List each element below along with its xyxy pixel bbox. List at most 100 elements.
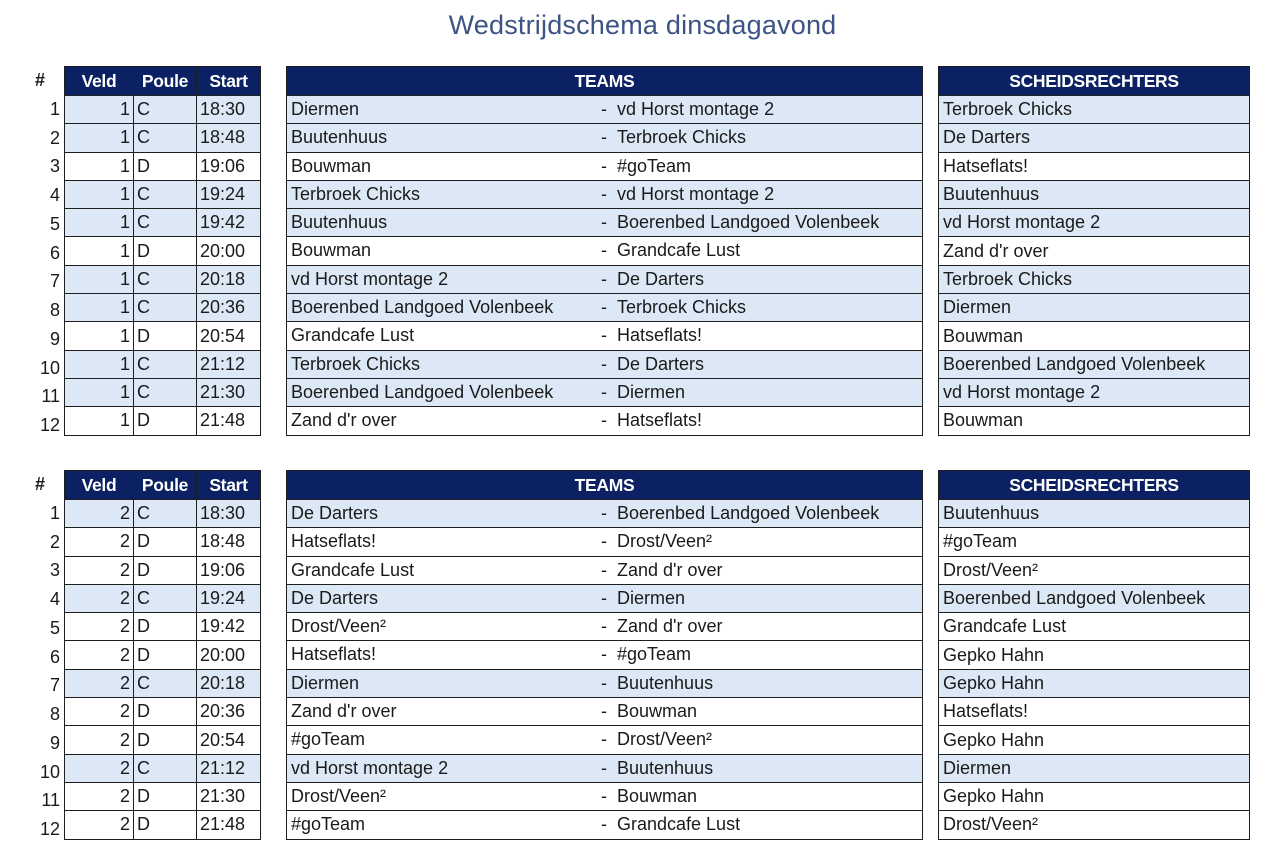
start-time-cell: 21:48 bbox=[196, 406, 261, 436]
poule-header: Poule bbox=[133, 66, 197, 96]
poule-cell: D bbox=[133, 697, 197, 727]
versus-separator: - bbox=[601, 297, 607, 318]
poule-header: Poule bbox=[133, 470, 197, 500]
row-number-column: # 1 2 3 4 5 6 7 8 9 10 11 12 bbox=[0, 66, 62, 440]
versus-separator: - bbox=[601, 757, 607, 778]
versus-separator: - bbox=[601, 587, 607, 608]
match-cell: De Darters - Diermen bbox=[286, 583, 923, 614]
veld-cell: 2 bbox=[64, 781, 134, 812]
home-team: Zand d'r over bbox=[291, 410, 397, 431]
veld-cell: 2 bbox=[64, 810, 134, 840]
versus-separator: - bbox=[601, 729, 607, 750]
versus-separator: - bbox=[601, 268, 607, 289]
match-info-table: Veld Poule Start 2 C 18:30 2 D 18:48 2 D 19:06 2 C… bbox=[64, 470, 261, 840]
referee-cell: Gepko Hahn bbox=[938, 725, 1250, 755]
table-row: 2 D 19:42 bbox=[64, 612, 261, 642]
veld-cell: 1 bbox=[64, 406, 134, 436]
row-number: 10 bbox=[39, 761, 60, 782]
home-team: Drost/Veen² bbox=[291, 785, 387, 806]
table-row: 2 D 20:00 bbox=[64, 640, 261, 670]
referee-cell: Zand d'r over bbox=[938, 236, 1250, 266]
away-team: Drost/Veen² bbox=[617, 729, 713, 750]
table-row: Diermen - vd Horst montage 2 bbox=[286, 94, 923, 125]
match-cell: Grandcafe Lust - Zand d'r over bbox=[286, 555, 923, 585]
table-row: 1 C 19:24 bbox=[64, 179, 261, 210]
table-row: Bouwman - Grandcafe Lust bbox=[286, 236, 923, 266]
table-row: Grandcafe Lust bbox=[938, 612, 1250, 642]
versus-separator: - bbox=[601, 240, 607, 261]
veld-cell: 1 bbox=[64, 94, 134, 125]
table-row: Gepko Hahn bbox=[938, 640, 1250, 670]
versus-separator: - bbox=[601, 127, 607, 148]
table-row: #goTeam bbox=[938, 527, 1250, 557]
away-team: #goTeam bbox=[617, 155, 692, 176]
veld-header: Veld bbox=[64, 470, 134, 500]
versus-separator: - bbox=[601, 559, 607, 580]
poule-cell: D bbox=[133, 236, 197, 266]
table-row: Boerenbed Landgoed Volenbeek - Terbroek Ch… bbox=[286, 293, 923, 323]
table-row: Grandcafe Lust - Hatseflats! bbox=[286, 321, 923, 351]
referee-cell: De Darters bbox=[938, 123, 1250, 153]
poule-cell: C bbox=[133, 94, 197, 125]
row-number: 6 bbox=[49, 646, 60, 667]
row-number: 7 bbox=[49, 271, 60, 292]
referees-header: SCHEIDSRECHTERS bbox=[938, 470, 1250, 500]
poule-cell: C bbox=[133, 123, 197, 153]
veld-cell: 1 bbox=[64, 236, 134, 266]
versus-separator: - bbox=[601, 814, 607, 835]
table-row: Zand d'r over - Bouwman bbox=[286, 697, 923, 727]
referee-cell: Gepko Hahn bbox=[938, 668, 1250, 699]
table-row: Buutenhuus bbox=[938, 179, 1250, 210]
versus-separator: - bbox=[601, 503, 607, 523]
table-row: Bouwman bbox=[938, 321, 1250, 351]
table-row: 2 D 21:30 bbox=[64, 781, 261, 812]
row-number: 4 bbox=[49, 589, 60, 609]
home-team: Grandcafe Lust bbox=[291, 325, 415, 346]
table-row: #goTeam - Grandcafe Lust bbox=[286, 810, 923, 840]
match-cell: Hatseflats! - Drost/Veen² bbox=[286, 527, 923, 557]
match-info-table: Veld Poule Start 1 C 18:30 1 C 18:48 1 D 19:06 1 C… bbox=[64, 66, 261, 436]
away-team: Drost/Veen² bbox=[617, 531, 713, 552]
referee-cell: Drost/Veen² bbox=[938, 555, 1250, 585]
match-cell: De Darters - Boerenbed Landgoed Volenbeek bbox=[286, 498, 923, 529]
table-row: Buutenhuus - Boerenbed Landgoed Volenbeek bbox=[286, 208, 923, 238]
versus-separator: - bbox=[601, 644, 607, 665]
home-team: Zand d'r over bbox=[291, 701, 397, 722]
match-cell: Drost/Veen² - Zand d'r over bbox=[286, 612, 923, 642]
row-number: 7 bbox=[49, 675, 60, 696]
match-cell: Terbroek Chicks - vd Horst montage 2 bbox=[286, 179, 923, 210]
match-cell: vd Horst montage 2 - Buutenhuus bbox=[286, 753, 923, 783]
veld-cell: 2 bbox=[64, 527, 134, 557]
away-team: vd Horst montage 2 bbox=[617, 183, 775, 204]
poule-cell: C bbox=[133, 208, 197, 238]
away-team: Grandcafe Lust bbox=[617, 814, 741, 835]
row-number: 11 bbox=[41, 386, 60, 407]
table-row: Hatseflats! - #goTeam bbox=[286, 640, 923, 670]
referee-cell: Bouwman bbox=[938, 406, 1250, 436]
poule-cell: C bbox=[133, 668, 197, 699]
table-row: 2 C 19:24 bbox=[64, 583, 261, 614]
poule-cell: C bbox=[133, 264, 197, 295]
veld-cell: 2 bbox=[64, 583, 134, 614]
veld-cell: 1 bbox=[64, 349, 134, 379]
match-cell: #goTeam - Drost/Veen² bbox=[286, 725, 923, 755]
match-cell: #goTeam - Grandcafe Lust bbox=[286, 810, 923, 840]
away-team: Diermen bbox=[617, 587, 686, 608]
match-cell: Bouwman - #goTeam bbox=[286, 151, 923, 181]
away-team: vd Horst montage 2 bbox=[617, 99, 775, 119]
veld-cell: 1 bbox=[64, 151, 134, 181]
away-team: #goTeam bbox=[617, 644, 692, 665]
home-team: #goTeam bbox=[291, 814, 366, 835]
row-number: 2 bbox=[49, 127, 60, 148]
away-team: Hatseflats! bbox=[617, 410, 703, 431]
home-team: #goTeam bbox=[291, 729, 366, 750]
table-row: vd Horst montage 2 bbox=[938, 377, 1250, 408]
table-row: Terbroek Chicks bbox=[938, 94, 1250, 125]
poule-cell: D bbox=[133, 725, 197, 755]
poule-cell: C bbox=[133, 349, 197, 379]
referee-cell: vd Horst montage 2 bbox=[938, 377, 1250, 408]
table-row: Terbroek Chicks - De Darters bbox=[286, 349, 923, 379]
referee-cell: Diermen bbox=[938, 753, 1250, 783]
table-row: 1 D 20:54 bbox=[64, 321, 261, 351]
start-time-cell: 20:00 bbox=[196, 236, 261, 266]
